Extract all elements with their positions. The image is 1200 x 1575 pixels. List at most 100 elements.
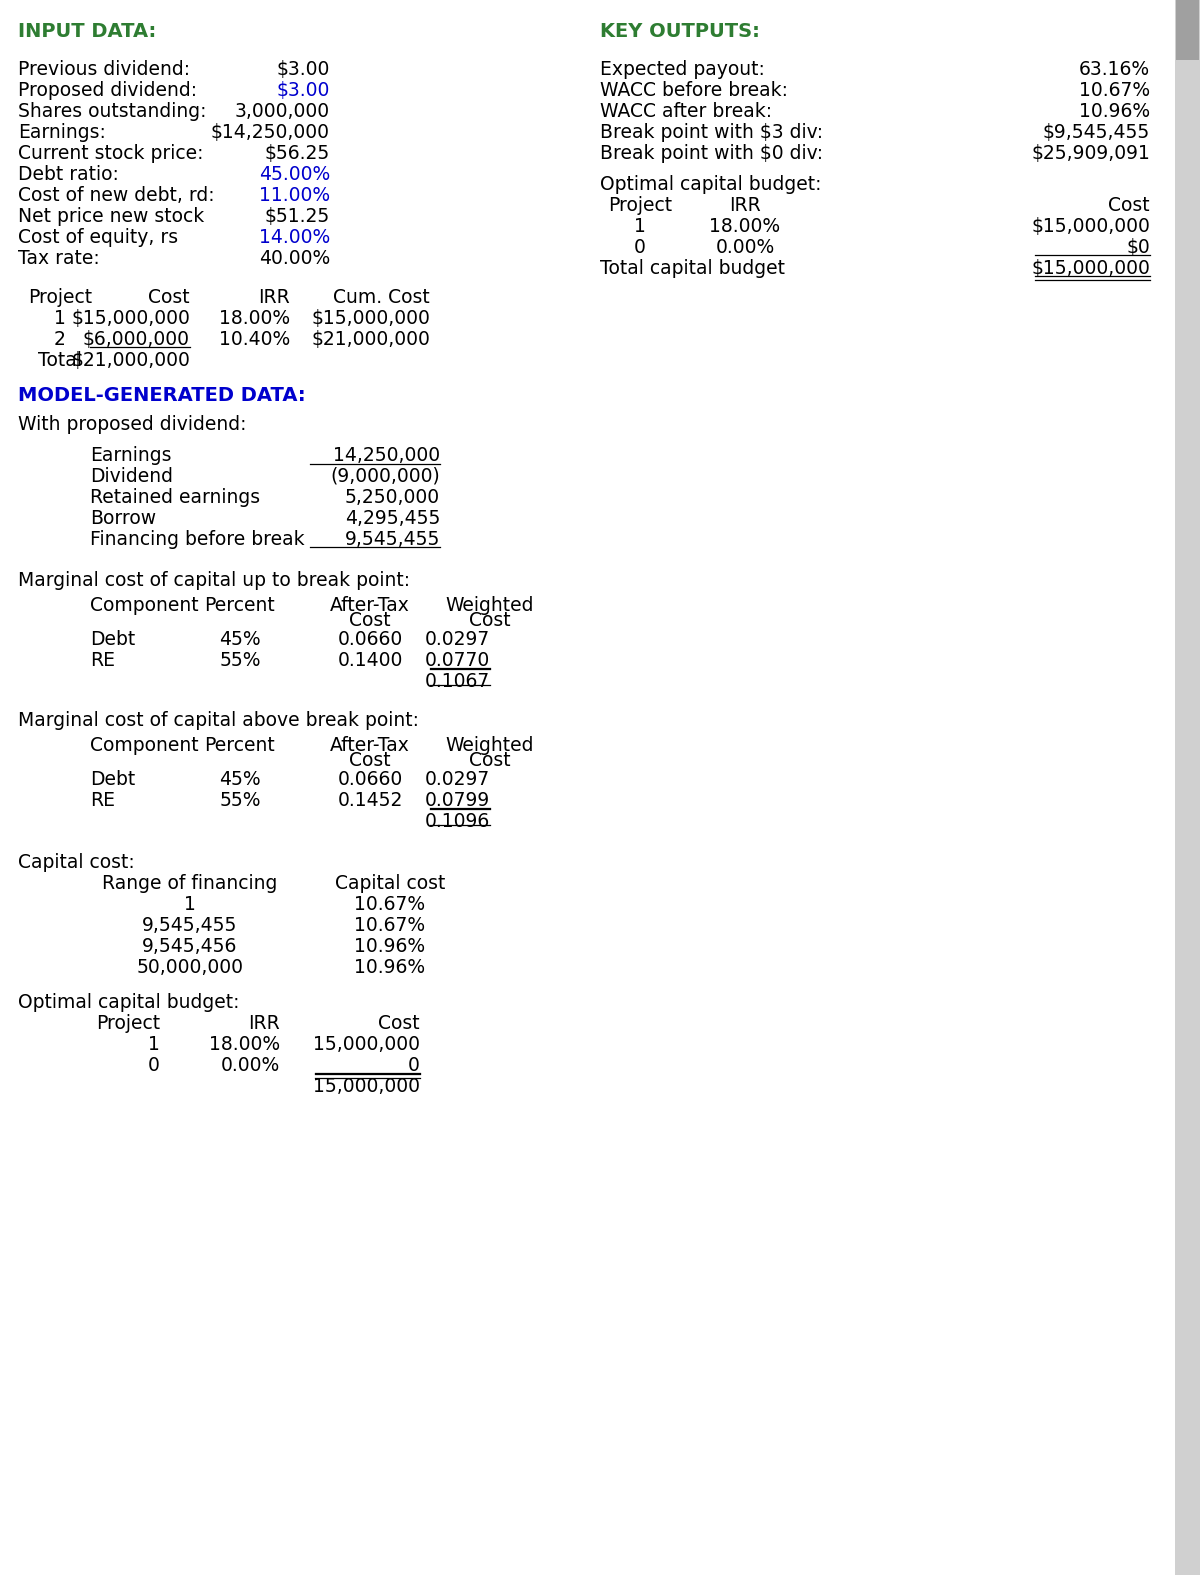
Text: 0: 0	[634, 238, 646, 257]
Text: 45%: 45%	[220, 770, 260, 789]
Text: 0.1067: 0.1067	[425, 673, 490, 691]
Text: 0.0660: 0.0660	[337, 770, 403, 789]
Text: 0.0770: 0.0770	[425, 650, 490, 669]
Text: Capital cost: Capital cost	[335, 874, 445, 893]
Text: WACC after break:: WACC after break:	[600, 102, 772, 121]
Text: Debt ratio:: Debt ratio:	[18, 165, 119, 184]
Text: MODEL-GENERATED DATA:: MODEL-GENERATED DATA:	[18, 386, 306, 405]
Text: Net price new stock: Net price new stock	[18, 206, 204, 225]
Text: Shares outstanding:: Shares outstanding:	[18, 102, 206, 121]
Text: Marginal cost of capital above break point:: Marginal cost of capital above break poi…	[18, 710, 419, 729]
Text: 10.40%: 10.40%	[218, 331, 290, 350]
Text: 0.1400: 0.1400	[337, 650, 403, 669]
Text: Break point with $3 div:: Break point with $3 div:	[600, 123, 823, 142]
Text: Cost: Cost	[349, 611, 391, 630]
Text: After-Tax: After-Tax	[330, 595, 410, 614]
Text: Earnings:: Earnings:	[18, 123, 106, 142]
Text: Optimal capital budget:: Optimal capital budget:	[600, 175, 822, 194]
Text: 2: 2	[54, 331, 66, 350]
Text: 55%: 55%	[220, 650, 260, 669]
Text: $6,000,000: $6,000,000	[83, 331, 190, 350]
Text: Cost of equity, rs: Cost of equity, rs	[18, 228, 178, 247]
Text: 1: 1	[634, 217, 646, 236]
Text: Total capital budget: Total capital budget	[600, 258, 785, 279]
Text: 9,545,455: 9,545,455	[344, 531, 440, 550]
Text: Component: Component	[90, 736, 199, 754]
Text: 18.00%: 18.00%	[209, 1035, 280, 1054]
Text: 55%: 55%	[220, 791, 260, 810]
Text: 9,545,456: 9,545,456	[143, 937, 238, 956]
Text: 0.1452: 0.1452	[337, 791, 403, 810]
Text: 11.00%: 11.00%	[259, 186, 330, 205]
Text: WACC before break:: WACC before break:	[600, 80, 788, 99]
Text: 14,250,000: 14,250,000	[332, 446, 440, 465]
Text: Proposed dividend:: Proposed dividend:	[18, 80, 197, 99]
Text: Break point with $0 div:: Break point with $0 div:	[600, 143, 823, 162]
Text: Financing before break: Financing before break	[90, 531, 305, 550]
Text: With proposed dividend:: With proposed dividend:	[18, 414, 246, 435]
Text: 0.00%: 0.00%	[221, 1055, 280, 1076]
Text: 10.67%: 10.67%	[354, 917, 426, 936]
Text: Percent: Percent	[205, 736, 275, 754]
Text: 0: 0	[148, 1055, 160, 1076]
Text: Weighted: Weighted	[445, 736, 534, 754]
Text: After-Tax: After-Tax	[330, 736, 410, 754]
Text: 15,000,000: 15,000,000	[313, 1077, 420, 1096]
Text: 18.00%: 18.00%	[218, 309, 290, 328]
Text: Weighted: Weighted	[445, 595, 534, 614]
Text: KEY OUTPUTS:: KEY OUTPUTS:	[600, 22, 760, 41]
Text: Cost of new debt, rd:: Cost of new debt, rd:	[18, 186, 215, 205]
Text: 18.00%: 18.00%	[709, 217, 780, 236]
Text: $14,250,000: $14,250,000	[211, 123, 330, 142]
Text: 50,000,000: 50,000,000	[137, 958, 244, 976]
Text: $25,909,091: $25,909,091	[1031, 143, 1150, 162]
Text: 0.0799: 0.0799	[425, 791, 490, 810]
Text: RE: RE	[90, 791, 115, 810]
Text: Cost: Cost	[469, 611, 511, 630]
Text: 10.96%: 10.96%	[354, 937, 426, 956]
Text: IRR: IRR	[730, 195, 761, 216]
Text: Cost: Cost	[149, 288, 190, 307]
Text: Retained earnings: Retained earnings	[90, 488, 260, 507]
Text: Dividend: Dividend	[90, 468, 173, 487]
Text: 0.0660: 0.0660	[337, 630, 403, 649]
Text: Project: Project	[608, 195, 672, 216]
Text: $9,545,455: $9,545,455	[1043, 123, 1150, 142]
Bar	[1176, 0, 1199, 60]
Text: $51.25: $51.25	[265, 206, 330, 225]
Text: Percent: Percent	[205, 595, 275, 614]
Text: 14.00%: 14.00%	[259, 228, 330, 247]
Text: $3.00: $3.00	[277, 60, 330, 79]
Text: $3.00: $3.00	[277, 80, 330, 99]
Text: $15,000,000: $15,000,000	[1031, 217, 1150, 236]
Text: (9,000,000): (9,000,000)	[330, 468, 440, 487]
Text: IRR: IRR	[258, 288, 290, 307]
Text: Cost: Cost	[469, 751, 511, 770]
Text: $15,000,000: $15,000,000	[1031, 258, 1150, 279]
Text: Project: Project	[28, 288, 92, 307]
Text: Tax rate:: Tax rate:	[18, 249, 100, 268]
Text: Previous dividend:: Previous dividend:	[18, 60, 190, 79]
Text: $0: $0	[1127, 238, 1150, 257]
Text: RE: RE	[90, 650, 115, 669]
Text: 45%: 45%	[220, 630, 260, 649]
Text: Range of financing: Range of financing	[102, 874, 277, 893]
Text: Cost: Cost	[1109, 195, 1150, 216]
Text: 5,250,000: 5,250,000	[344, 488, 440, 507]
Text: 0.1096: 0.1096	[425, 813, 490, 832]
Text: 40.00%: 40.00%	[259, 249, 330, 268]
Text: $21,000,000: $21,000,000	[71, 351, 190, 370]
Text: 63.16%: 63.16%	[1079, 60, 1150, 79]
Text: Project: Project	[96, 1014, 160, 1033]
Text: Debt: Debt	[90, 630, 136, 649]
Text: 0.0297: 0.0297	[425, 770, 490, 789]
Text: 0.00%: 0.00%	[715, 238, 775, 257]
Text: 45.00%: 45.00%	[259, 165, 330, 184]
Text: 1: 1	[54, 309, 66, 328]
Text: $56.25: $56.25	[265, 143, 330, 162]
Text: Debt: Debt	[90, 770, 136, 789]
Text: 1: 1	[148, 1035, 160, 1054]
Text: 0: 0	[408, 1055, 420, 1076]
Text: Borrow: Borrow	[90, 509, 156, 528]
Text: Cost: Cost	[378, 1014, 420, 1033]
